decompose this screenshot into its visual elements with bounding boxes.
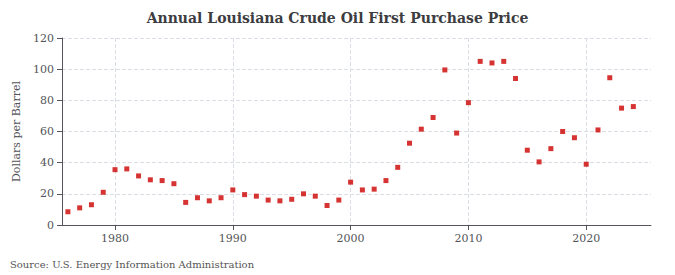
- svg-text:60: 60: [40, 125, 54, 138]
- svg-text:20: 20: [40, 187, 54, 200]
- svg-text:40: 40: [40, 156, 54, 169]
- svg-text:0: 0: [47, 219, 54, 232]
- svg-text:1990: 1990: [219, 232, 247, 245]
- svg-text:2010: 2010: [454, 232, 482, 245]
- svg-text:Dollars per Barrel: Dollars per Barrel: [10, 81, 23, 182]
- svg-text:Source: U.S. Energy Informatio: Source: U.S. Energy Information Administ…: [10, 259, 255, 270]
- svg-text:1980: 1980: [101, 232, 129, 245]
- svg-text:120: 120: [33, 32, 54, 45]
- svg-text:2000: 2000: [337, 232, 365, 245]
- svg-text:100: 100: [33, 63, 54, 76]
- svg-text:2020: 2020: [572, 232, 600, 245]
- svg-text:80: 80: [40, 94, 54, 107]
- svg-text:Annual Louisiana Crude Oil Fir: Annual Louisiana Crude Oil First Purchas…: [146, 10, 529, 26]
